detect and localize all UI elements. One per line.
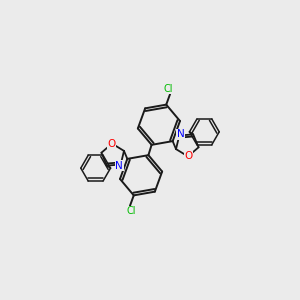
Text: N: N — [177, 129, 184, 139]
Text: O: O — [107, 139, 116, 148]
Text: N: N — [116, 161, 123, 171]
Text: O: O — [184, 152, 193, 161]
Text: Cl: Cl — [127, 206, 136, 216]
Text: Cl: Cl — [164, 84, 173, 94]
